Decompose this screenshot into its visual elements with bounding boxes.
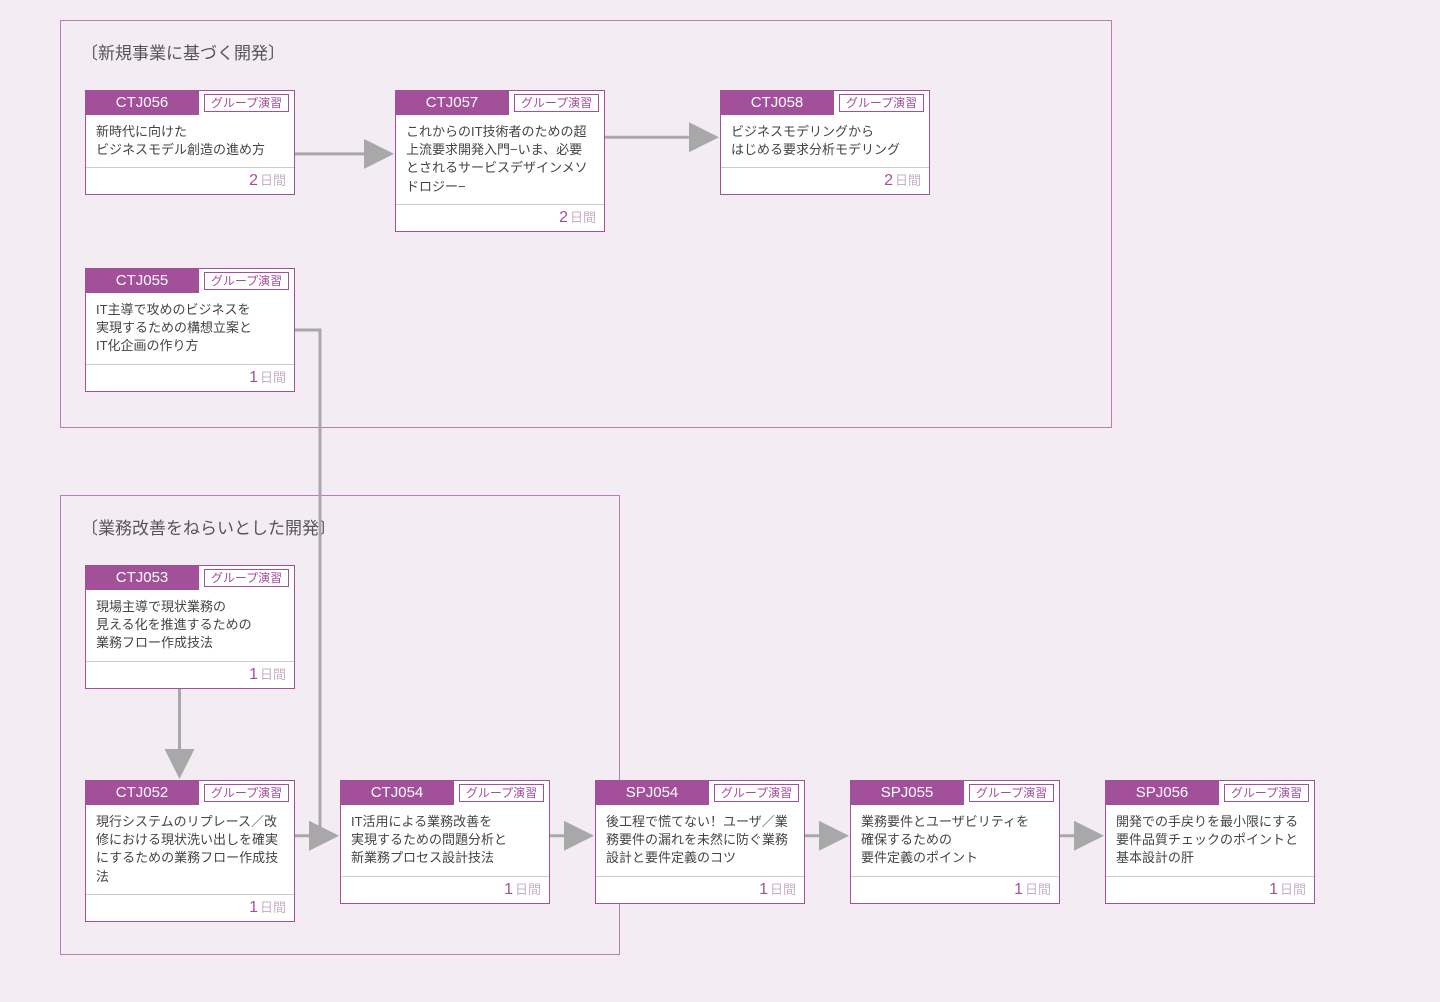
card-tag: グループ演習 bbox=[514, 94, 599, 112]
duration-unit: 日間 bbox=[515, 882, 541, 897]
card-footer: 1日間 bbox=[341, 877, 549, 903]
card-body: 新時代に向けたビジネスモデル創造の進め方 bbox=[86, 115, 294, 168]
card-body: 後工程で慌てない！ユーザ／業務要件の漏れを未然に防ぐ業務設計と要件定義のコツ bbox=[596, 805, 804, 877]
duration-number: 2 bbox=[884, 172, 893, 189]
card-tag: グループ演習 bbox=[839, 94, 924, 112]
card-tag-wrap: グループ演習 bbox=[453, 781, 549, 805]
card-header: CTJ054 グループ演習 bbox=[341, 781, 549, 805]
card-header: CTJ055 グループ演習 bbox=[86, 269, 294, 293]
card-body: 現行システムのリプレース／改修における現状洗い出しを確実にするための業務フロー作… bbox=[86, 805, 294, 895]
duration-unit: 日間 bbox=[260, 370, 286, 385]
duration-unit: 日間 bbox=[770, 882, 796, 897]
duration-number: 1 bbox=[249, 666, 258, 683]
course-card[interactable]: SPJ056 グループ演習開発での手戻りを最小限にする要件品質チェックのポイントと… bbox=[1105, 780, 1315, 904]
card-header: SPJ055 グループ演習 bbox=[851, 781, 1059, 805]
card-code: CTJ057 bbox=[396, 91, 508, 115]
card-footer: 1日間 bbox=[86, 662, 294, 688]
card-header: CTJ053 グループ演習 bbox=[86, 566, 294, 590]
course-card[interactable]: SPJ055 グループ演習業務要件とユーザビリティを確保するための要件定義のポイン… bbox=[850, 780, 1060, 904]
card-tag: グループ演習 bbox=[459, 784, 544, 802]
card-tag: グループ演習 bbox=[714, 784, 799, 802]
duration-number: 1 bbox=[504, 881, 513, 898]
card-header: SPJ054 グループ演習 bbox=[596, 781, 804, 805]
card-body: IT活用による業務改善を実現するための問題分析と新業務プロセス設計技法 bbox=[341, 805, 549, 877]
card-footer: 2日間 bbox=[86, 168, 294, 194]
course-card[interactable]: CTJ056グループ演習新時代に向けたビジネスモデル創造の進め方2日間 bbox=[85, 90, 295, 195]
card-tag-wrap: グループ演習 bbox=[1218, 781, 1314, 805]
card-footer: 1日間 bbox=[596, 877, 804, 903]
card-tag-wrap: グループ演習 bbox=[963, 781, 1059, 805]
duration-unit: 日間 bbox=[570, 210, 596, 225]
card-body: ビジネスモデリングからはじめる要求分析モデリング bbox=[721, 115, 929, 168]
duration-unit: 日間 bbox=[1025, 882, 1051, 897]
card-tag: グループ演習 bbox=[204, 784, 289, 802]
card-code: CTJ055 bbox=[86, 269, 198, 293]
card-tag-wrap: グループ演習 bbox=[708, 781, 804, 805]
card-footer: 1日間 bbox=[851, 877, 1059, 903]
card-tag-wrap: グループ演習 bbox=[198, 269, 294, 293]
duration-unit: 日間 bbox=[260, 173, 286, 188]
diagram-container: 〔新規事業に基づく開発〕 〔業務改善をねらいとした開発〕 CTJ056 グループ演… bbox=[60, 20, 1410, 980]
card-header: SPJ056 グループ演習 bbox=[1106, 781, 1314, 805]
card-footer: 1日間 bbox=[1106, 877, 1314, 903]
card-footer: 1日間 bbox=[86, 365, 294, 391]
card-code: SPJ054 bbox=[596, 781, 708, 805]
duration-number: 2 bbox=[249, 172, 258, 189]
card-tag: グループ演習 bbox=[204, 569, 289, 587]
duration-number: 1 bbox=[1269, 881, 1278, 898]
card-code: CTJ056 bbox=[86, 91, 198, 115]
course-card[interactable]: CTJ055 グループ演習 IT主導で攻めのビジネスを実現するための構想立案とIT化… bbox=[85, 268, 295, 392]
duration-unit: 日間 bbox=[260, 667, 286, 682]
duration-number: 1 bbox=[1014, 881, 1023, 898]
duration-number: 2 bbox=[559, 209, 568, 226]
card-tag-wrap: グループ演習 bbox=[198, 91, 294, 115]
course-card[interactable]: CTJ058グループ演習ビジネスモデリングからはじめる要求分析モデリング2日間 bbox=[720, 90, 930, 195]
card-code: CTJ058 bbox=[721, 91, 833, 115]
card-code: SPJ056 bbox=[1106, 781, 1218, 805]
course-card[interactable]: SPJ054 グループ演習後工程で慌てない！ユーザ／業務要件の漏れを未然に防ぐ業務… bbox=[595, 780, 805, 904]
duration-unit: 日間 bbox=[260, 900, 286, 915]
card-footer: 2日間 bbox=[396, 205, 604, 231]
course-card[interactable]: CTJ054 グループ演習 IT活用による業務改善を実現するための問題分析と新業務プ… bbox=[340, 780, 550, 904]
duration-number: 1 bbox=[249, 899, 258, 916]
card-header: CTJ056 グループ演習 bbox=[86, 91, 294, 115]
duration-number: 1 bbox=[249, 369, 258, 386]
card-footer: 2日間 bbox=[721, 168, 929, 194]
card-tag: グループ演習 bbox=[1224, 784, 1309, 802]
card-header: CTJ052 グループ演習 bbox=[86, 781, 294, 805]
card-code: CTJ054 bbox=[341, 781, 453, 805]
card-tag-wrap: グループ演習 bbox=[508, 91, 604, 115]
card-code: SPJ055 bbox=[851, 781, 963, 805]
card-tag-wrap: グループ演習 bbox=[198, 781, 294, 805]
card-code: CTJ052 bbox=[86, 781, 198, 805]
card-tag-wrap: グループ演習 bbox=[198, 566, 294, 590]
card-tag: グループ演習 bbox=[969, 784, 1054, 802]
card-tag-wrap: グループ演習 bbox=[833, 91, 929, 115]
card-tag: グループ演習 bbox=[204, 94, 289, 112]
card-header: CTJ057 グループ演習 bbox=[396, 91, 604, 115]
course-card[interactable]: CTJ052 グループ演習現行システムのリプレース／改修における現状洗い出しを確実… bbox=[85, 780, 295, 922]
course-card[interactable]: CTJ057 グループ演習これからのIT技術者のための超上流要求開発入門−いま、必… bbox=[395, 90, 605, 232]
card-body: これからのIT技術者のための超上流要求開発入門−いま、必要とされるサービスデザイ… bbox=[396, 115, 604, 205]
card-body: 業務要件とユーザビリティを確保するための要件定義のポイント bbox=[851, 805, 1059, 877]
card-code: CTJ053 bbox=[86, 566, 198, 590]
card-body: IT主導で攻めのビジネスを実現するための構想立案とIT化企画の作り方 bbox=[86, 293, 294, 365]
card-tag: グループ演習 bbox=[204, 272, 289, 290]
group-title: 〔業務改善をねらいとした開発〕 bbox=[81, 514, 336, 539]
card-footer: 1日間 bbox=[86, 895, 294, 921]
duration-unit: 日間 bbox=[895, 173, 921, 188]
card-body: 開発での手戻りを最小限にする要件品質チェックのポイントと基本設計の肝 bbox=[1106, 805, 1314, 877]
course-card[interactable]: CTJ053 グループ演習現場主導で現状業務の見える化を推進するための業務フロー作… bbox=[85, 565, 295, 689]
group-title: 〔新規事業に基づく開発〕 bbox=[81, 39, 285, 64]
duration-unit: 日間 bbox=[1280, 882, 1306, 897]
duration-number: 1 bbox=[759, 881, 768, 898]
card-header: CTJ058 グループ演習 bbox=[721, 91, 929, 115]
card-body: 現場主導で現状業務の見える化を推進するための業務フロー作成技法 bbox=[86, 590, 294, 662]
